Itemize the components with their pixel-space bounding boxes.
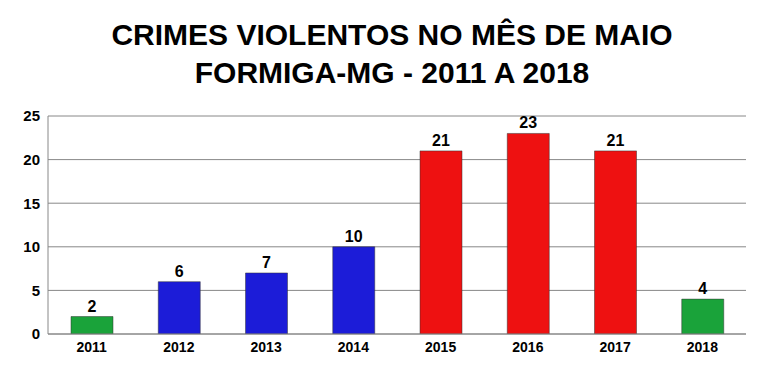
svg-text:2011: 2011 [76,339,107,355]
svg-text:4: 4 [698,280,707,297]
svg-text:20: 20 [23,151,40,168]
svg-text:0: 0 [32,325,40,342]
svg-text:2012: 2012 [163,339,194,355]
svg-text:2018: 2018 [687,339,718,355]
svg-text:2014: 2014 [338,339,369,355]
html-text:FORMIGA-MG - 2011 A 2018: FORMIGA-MG - 2011 A 2018 [194,56,590,89]
svg-text:15: 15 [23,195,40,212]
svg-text:2017: 2017 [600,339,631,355]
svg-text:6: 6 [175,263,184,280]
html-text:CRIMES VIOLENTOS NO MÊS DE MAI: CRIMES VIOLENTOS NO MÊS DE MAIO [111,18,673,51]
svg-text:7: 7 [262,254,271,271]
svg-text:23: 23 [519,114,537,131]
svg-text:21: 21 [607,132,625,149]
svg-text:21: 21 [432,132,450,149]
svg-text:2013: 2013 [251,339,282,355]
svg-text:25: 25 [23,107,40,124]
svg-text:5: 5 [32,282,40,299]
svg-text:2015: 2015 [425,339,456,355]
svg-text:2016: 2016 [512,339,543,355]
svg-text:10: 10 [23,238,40,255]
svg-text:2: 2 [88,298,97,315]
svg-text:10: 10 [345,228,363,245]
